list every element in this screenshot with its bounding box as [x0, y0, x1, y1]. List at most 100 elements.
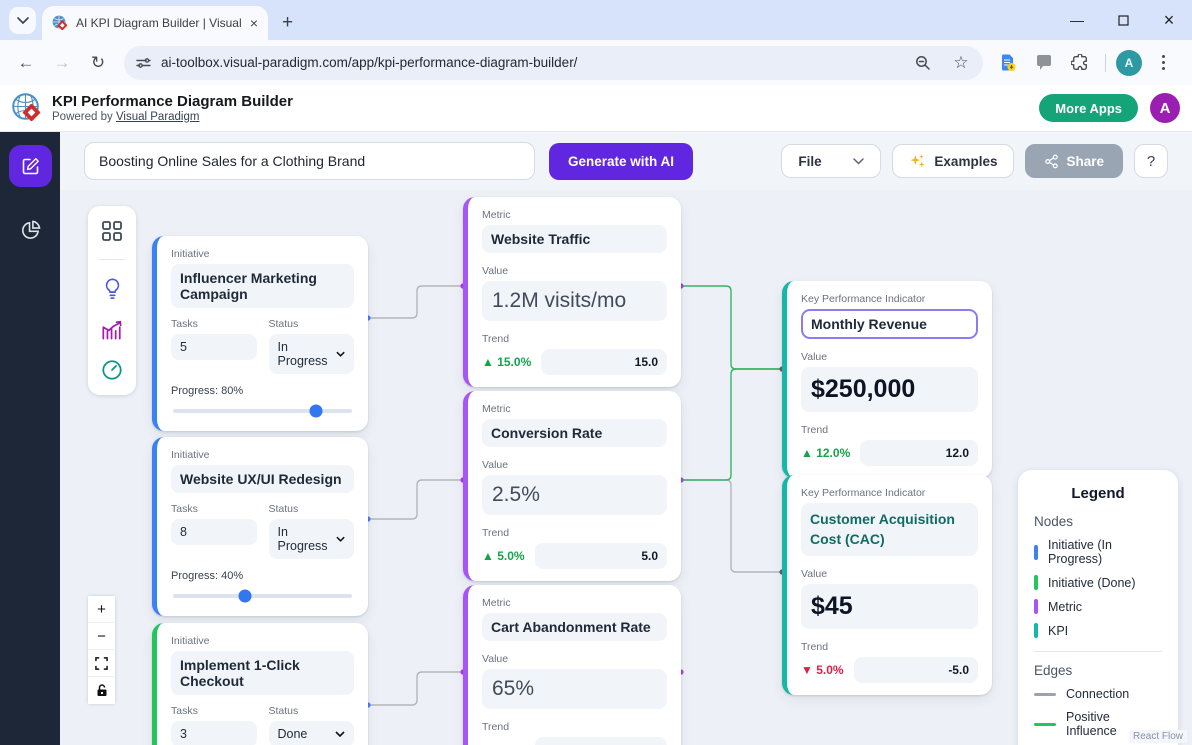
slider-thumb[interactable] [238, 590, 251, 603]
extensions-puzzle-icon[interactable] [1065, 48, 1095, 78]
trend-value-input[interactable]: -5.0 [854, 657, 978, 683]
metric-title-input[interactable]: Cart Abandonment Rate [482, 613, 667, 641]
zoom-out-button[interactable]: − [88, 623, 115, 650]
download-doc-extension-icon[interactable] [993, 48, 1023, 78]
sparkles-icon [909, 153, 926, 170]
trend-label: Trend [482, 527, 667, 539]
legend-color-swatch [1034, 623, 1038, 638]
trend-badge: ▲ 15.0% [482, 355, 531, 369]
user-avatar[interactable]: A [1150, 93, 1180, 123]
diagram-canvas[interactable]: Initiative Influencer Marketing Campaign… [60, 190, 1192, 745]
palette-grid-icon[interactable] [99, 218, 125, 244]
initiative-node[interactable]: Initiative Implement 1-Click Checkout Ta… [152, 623, 368, 745]
tasks-input[interactable]: 5 [171, 334, 257, 360]
url-text[interactable]: ai-toolbox.visual-paradigm.com/app/kpi-p… [161, 55, 899, 70]
prompt-input[interactable] [84, 142, 535, 180]
forward-button[interactable]: → [46, 47, 78, 79]
divider [1105, 54, 1106, 72]
tab-search-button[interactable] [9, 7, 36, 34]
node-type-label: Initiative [171, 248, 354, 260]
url-bar[interactable]: ai-toolbox.visual-paradigm.com/app/kpi-p… [124, 46, 983, 80]
trend-value-input[interactable]: 5.0 [535, 543, 667, 569]
zoom-in-button[interactable]: + [88, 596, 115, 623]
fit-view-button[interactable] [88, 650, 115, 677]
window-close-button[interactable]: × [1146, 0, 1192, 40]
metric-title-input[interactable]: Website Traffic [482, 225, 667, 253]
share-button[interactable]: Share [1025, 144, 1123, 178]
kpi-node[interactable]: Key Performance Indicator Customer Acqui… [782, 475, 992, 695]
metric-title-input[interactable]: Conversion Rate [482, 419, 667, 447]
back-button[interactable]: ← [10, 47, 42, 79]
metric-node[interactable]: Metric Cart Abandonment Rate Value 65% T… [463, 585, 681, 745]
tasks-input[interactable]: 8 [171, 519, 257, 545]
palette-kpi-gauge-icon[interactable] [99, 357, 125, 383]
tasks-input[interactable]: 3 [171, 721, 257, 745]
kpi-value-input[interactable]: $250,000 [801, 367, 978, 412]
kpi-title-input[interactable]: Customer Acquisition Cost (CAC) [801, 503, 978, 556]
generate-with-ai-button[interactable]: Generate with AI [549, 143, 693, 180]
initiative-node[interactable]: Initiative Influencer Marketing Campaign… [152, 236, 368, 431]
kpi-title-input[interactable]: Monthly Revenue [801, 309, 978, 339]
kpi-value-input[interactable]: $45 [801, 584, 978, 629]
progress-slider[interactable] [173, 409, 352, 413]
tab-close-button[interactable]: × [250, 16, 258, 30]
nav-item-charts[interactable] [9, 209, 52, 251]
browser-titlebar: AI KPI Diagram Builder | Visualiz × + — … [0, 0, 1192, 40]
legend-color-swatch [1034, 599, 1038, 614]
canvas-controls: + − [88, 596, 115, 704]
metric-node[interactable]: Metric Conversion Rate Value 2.5% Trend … [463, 391, 681, 581]
node-type-label: Initiative [171, 635, 354, 647]
more-apps-button[interactable]: More Apps [1039, 94, 1138, 122]
palette-initiative-bulb-icon[interactable] [99, 275, 125, 301]
node-type-label: Key Performance Indicator [801, 293, 978, 305]
initiative-node[interactable]: Initiative Website UX/UI Redesign Tasks … [152, 437, 368, 616]
nav-item-editor[interactable] [9, 145, 52, 187]
tasks-label: Tasks [171, 705, 257, 717]
node-type-label: Metric [482, 209, 667, 221]
metric-node[interactable]: Metric Website Traffic Value 1.2M visits… [463, 197, 681, 387]
value-label: Value [801, 568, 978, 580]
pie-chart-icon [19, 219, 42, 242]
metric-value-input[interactable]: 1.2M visits/mo [482, 281, 667, 321]
status-select[interactable]: In Progress [269, 334, 355, 374]
help-button[interactable]: ? [1134, 144, 1168, 178]
palette-metric-chart-icon[interactable] [99, 316, 125, 342]
reload-button[interactable]: ↻ [82, 47, 114, 79]
kpi-node[interactable]: Key Performance Indicator Monthly Revenu… [782, 281, 992, 478]
status-label: Status [269, 503, 355, 515]
progress-slider[interactable] [173, 594, 352, 598]
share-icon [1044, 154, 1059, 169]
file-menu-button[interactable]: File [781, 144, 881, 178]
examples-button[interactable]: Examples [892, 144, 1014, 178]
chrome-profile-avatar[interactable]: A [1116, 50, 1142, 76]
legend-item: Initiative (In Progress) [1034, 538, 1162, 566]
trend-value-input[interactable]: 12.0 [860, 440, 978, 466]
initiative-title-input[interactable]: Influencer Marketing Campaign [171, 264, 354, 308]
initiative-title-input[interactable]: Website UX/UI Redesign [171, 465, 354, 493]
sidepanel-extension-icon[interactable] [1029, 48, 1059, 78]
zoom-page-icon[interactable] [909, 49, 937, 77]
chrome-menu-button[interactable] [1148, 48, 1178, 78]
window-minimize-button[interactable]: — [1054, 0, 1100, 40]
status-select[interactable]: Done [269, 721, 355, 745]
metric-value-input[interactable]: 65% [482, 669, 667, 709]
tasks-label: Tasks [171, 318, 257, 330]
visual-paradigm-favicon [52, 15, 68, 31]
status-value: Done [278, 727, 308, 741]
window-maximize-button[interactable] [1100, 0, 1146, 40]
lock-button[interactable] [88, 677, 115, 704]
bookmark-star-button[interactable]: ☆ [947, 49, 975, 77]
value-label: Value [482, 265, 667, 277]
initiative-title-input[interactable]: Implement 1-Click Checkout [171, 651, 354, 695]
status-select[interactable]: In Progress [269, 519, 355, 559]
file-menu-label: File [798, 154, 821, 169]
legend-item-label: Initiative (Done) [1048, 576, 1136, 590]
new-tab-button[interactable]: + [282, 13, 293, 32]
trend-value-input[interactable]: -8.0 [535, 737, 667, 745]
visual-paradigm-link[interactable]: Visual Paradigm [116, 111, 200, 123]
browser-tab[interactable]: AI KPI Diagram Builder | Visualiz × [42, 6, 268, 40]
metric-value-input[interactable]: 2.5% [482, 475, 667, 515]
trend-value-input[interactable]: 15.0 [541, 349, 667, 375]
window-controls: — × [1054, 0, 1192, 40]
slider-thumb[interactable] [310, 405, 323, 418]
